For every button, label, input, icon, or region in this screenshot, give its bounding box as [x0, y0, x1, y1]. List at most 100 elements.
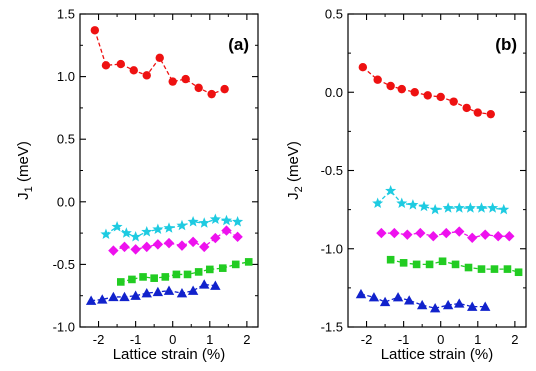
y-tick-label: -1.5	[321, 320, 343, 335]
data-point	[386, 255, 395, 264]
data-point	[389, 227, 400, 239]
data-point	[152, 239, 164, 250]
x-tick-label: 0	[169, 332, 176, 347]
data-point	[161, 273, 170, 281]
blue-triangle-series	[85, 279, 221, 305]
y-tick-label: 1.0	[57, 69, 75, 84]
y-axis-title: J1 (meV)	[15, 141, 35, 200]
data-point	[85, 295, 97, 305]
data-point	[128, 275, 136, 284]
data-point	[119, 291, 130, 302]
data-point	[373, 75, 382, 84]
data-point	[187, 236, 199, 248]
data-point	[464, 263, 473, 272]
data-point	[141, 287, 152, 298]
data-point	[436, 92, 445, 102]
data-point	[231, 260, 240, 269]
data-point	[492, 231, 504, 242]
data-point	[152, 286, 164, 297]
data-point	[467, 232, 478, 243]
y-tick-label: 0.5	[325, 7, 343, 22]
data-point	[412, 260, 421, 269]
y-tick-label: 1.5	[57, 7, 75, 22]
data-point	[379, 296, 391, 307]
data-point	[220, 214, 232, 226]
green-square-series	[116, 258, 253, 286]
data-point	[453, 202, 465, 213]
data-point	[141, 226, 153, 237]
data-point	[397, 84, 406, 94]
data-point	[396, 197, 408, 209]
y-tick-label: -1.0	[53, 320, 75, 335]
data-point	[220, 84, 229, 94]
data-point	[130, 290, 141, 300]
y-axis-title: J2 (meV)	[285, 141, 305, 200]
data-point	[130, 231, 142, 242]
red-circle-series	[358, 63, 495, 119]
x-axis-title: Lattice strain (%)	[381, 346, 494, 363]
data-point	[498, 203, 510, 215]
data-point	[232, 216, 244, 227]
data-point	[487, 202, 499, 213]
data-point	[198, 217, 210, 228]
data-point	[129, 66, 138, 75]
data-point	[108, 291, 119, 302]
data-point	[187, 285, 199, 295]
data-point	[503, 265, 512, 273]
data-point	[358, 63, 368, 72]
magenta-diamond-series	[376, 226, 515, 243]
data-point	[101, 61, 111, 70]
data-point	[210, 232, 221, 244]
data-point	[139, 273, 147, 281]
data-point	[416, 299, 428, 310]
data-point	[155, 53, 164, 63]
data-point	[454, 298, 465, 308]
data-point	[209, 213, 221, 225]
data-point	[438, 257, 447, 266]
series-line	[360, 293, 486, 309]
x-axis-title: Lattice strain (%)	[113, 346, 226, 363]
data-point	[467, 301, 478, 311]
data-point	[368, 292, 380, 302]
green-square-series	[386, 255, 523, 277]
data-point	[168, 77, 177, 86]
data-point	[150, 274, 158, 282]
data-point	[490, 265, 499, 273]
y-tick-label: -0.5	[321, 163, 343, 178]
data-point	[376, 227, 387, 239]
x-tick-label: -1	[130, 332, 142, 347]
data-point	[403, 295, 415, 305]
data-point	[194, 83, 203, 93]
data-point	[111, 221, 123, 232]
data-point	[142, 71, 151, 80]
data-point	[194, 268, 203, 276]
data-point	[504, 231, 515, 242]
data-point	[218, 264, 227, 272]
data-point	[386, 81, 395, 91]
panel-b: -2 -1 0 1 2 -1.5 -1.0 -0.5 0.0 0.5 Lattice strain …	[285, 7, 527, 363]
data-point	[441, 227, 452, 239]
y-tick-label: 0.0	[325, 85, 343, 100]
cyan-star-series	[372, 185, 510, 215]
cyan-star-series	[100, 213, 244, 242]
plot-frame-b	[347, 13, 527, 328]
data-point	[410, 88, 419, 97]
data-point	[402, 229, 413, 240]
data-point	[183, 270, 192, 279]
x-tick-label: 1	[206, 332, 213, 347]
data-point	[462, 103, 471, 113]
red-circle-series	[90, 26, 229, 99]
data-point	[486, 109, 495, 119]
y-tick-label: 0.0	[57, 194, 75, 209]
data-point	[385, 185, 397, 196]
data-point	[176, 219, 188, 231]
x-tick-label: 1	[474, 332, 481, 347]
data-point	[221, 225, 232, 236]
data-point	[199, 241, 210, 253]
panel-label: (b)	[495, 35, 517, 54]
data-point	[477, 265, 486, 273]
panel-label: (a)	[228, 35, 249, 54]
x-tick-label: -2	[93, 332, 105, 347]
series-line	[362, 66, 491, 115]
